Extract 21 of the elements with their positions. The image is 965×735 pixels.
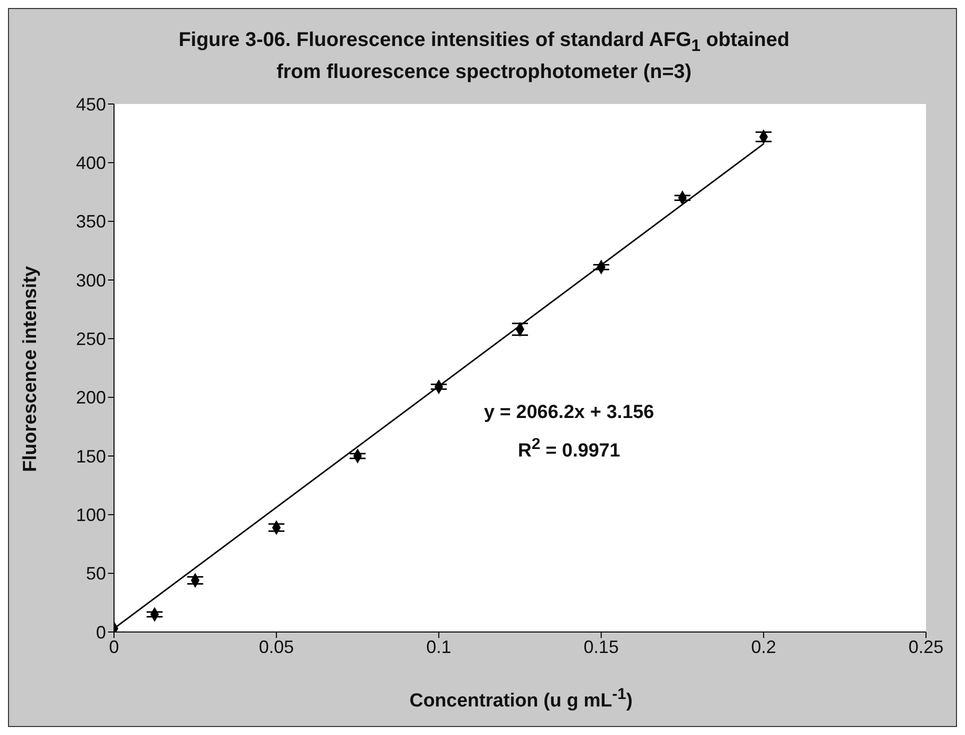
- x-tick-label: 0.15: [584, 636, 619, 657]
- annotation: y = 2066.2x + 3.156: [482, 401, 656, 425]
- y-tick-label: 0: [96, 622, 106, 642]
- y-tick-label: 450: [76, 94, 106, 114]
- annotation: R$^{2}$ = 0.9971: [516, 435, 622, 464]
- y-tick-label: 250: [76, 329, 106, 350]
- y-tick-label: 50: [86, 564, 106, 584]
- y-axis-title: Fluorescence intensity: [20, 266, 42, 472]
- x-tick-label: 0.2: [751, 636, 776, 657]
- x-tick-label: 0.1: [426, 636, 452, 657]
- chart-title: Figure 3-06. Fluorescence intensities of standard AFG$_{1}$ obtained from fluorescence spectrophotometer (n=3): [178, 28, 790, 85]
- x-tick-label: 0: [108, 636, 120, 657]
- x-axis-title: Concentration (u g mL$^{-1}$): [408, 686, 634, 712]
- y-tick-label: 200: [76, 388, 106, 408]
- y-tick-label: 300: [76, 270, 106, 290]
- x-tick-label: 0.05: [258, 636, 294, 657]
- y-tick-label: 100: [76, 505, 106, 526]
- y-tick-label: 350: [76, 212, 106, 232]
- y-tick-label: 150: [76, 446, 106, 466]
- x-tick-label: 0.25: [908, 636, 944, 657]
- y-tick-label: 400: [76, 153, 106, 174]
